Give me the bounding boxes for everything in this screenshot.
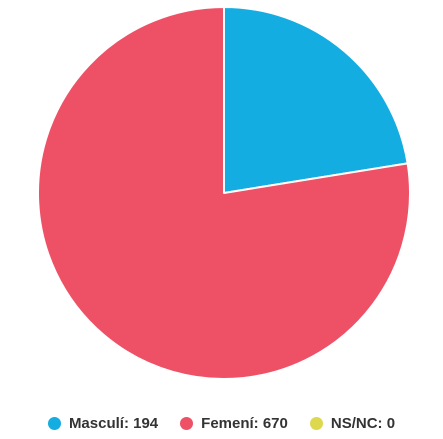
- legend-label-femeni: Femení: 670: [201, 414, 288, 432]
- legend-dot-nsnc: [309, 416, 323, 430]
- pie-slice-femen-[interactable]: [37, 6, 411, 380]
- legend-label-masculi: Masculí: 194: [68, 414, 159, 432]
- pie-chart-svg: [37, 6, 411, 380]
- legend-dot-femeni: [180, 416, 194, 430]
- legend-label-nsnc: NS/NC: 0: [330, 414, 396, 432]
- legend-item-nsnc[interactable]: NS/NC: 0: [309, 414, 396, 432]
- legend-item-femeni[interactable]: Femení: 670: [180, 415, 288, 432]
- legend-dot-masculi: [47, 416, 61, 430]
- chart-legend: Masculí: 194 Femení: 670 NS/NC: 0: [0, 410, 443, 436]
- pie-slice-mascul-[interactable]: [223, 6, 409, 194]
- legend-item-masculi[interactable]: Masculí: 194: [47, 414, 159, 432]
